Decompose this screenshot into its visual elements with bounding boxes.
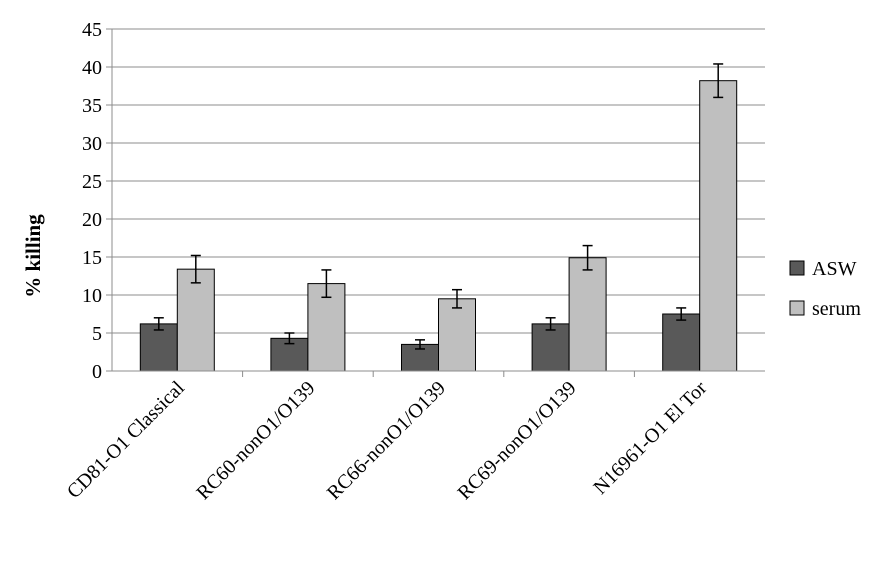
- bar-serum-1: [307, 283, 346, 372]
- x-category-label: RC66-nonO1/O139: [323, 377, 450, 504]
- y-tick-label: 5: [92, 323, 102, 345]
- bar-serum-2: [438, 298, 476, 372]
- x-axis-category-labels: CD81-O1 Classical RC60-nonO1/O139 RC66-non…: [63, 377, 712, 504]
- legend-label-asw: ASW: [812, 258, 857, 280]
- x-category-label: N16961-O1 El Tor: [589, 377, 711, 499]
- y-tick-label: 20: [82, 209, 102, 231]
- legend: ASW serum: [789, 258, 861, 320]
- y-tick-label: 15: [82, 247, 102, 269]
- legend-swatch-asw: [789, 260, 805, 276]
- y-tick-label: 40: [82, 57, 102, 79]
- x-category-label: RC69-nonO1/O139: [453, 377, 580, 504]
- y-tick-label: 35: [82, 95, 102, 117]
- error-bars: [153, 63, 724, 350]
- y-axis-ticks: 0 5 10 15 20 25 30 35 40 45: [82, 19, 112, 383]
- bar-asw-3: [531, 323, 570, 372]
- y-tick-label: 45: [82, 19, 102, 41]
- x-category-label: CD81-O1 Classical: [63, 377, 189, 503]
- bar-serum-3: [568, 257, 607, 372]
- y-tick-label: 30: [82, 133, 102, 155]
- axes: [111, 29, 765, 377]
- legend-label-serum: serum: [812, 298, 861, 320]
- x-category-label: RC60-nonO1/O139: [192, 377, 319, 504]
- y-axis-title: % killing: [21, 214, 45, 298]
- bar-asw-0: [139, 323, 178, 372]
- bar-serum-0: [176, 268, 215, 372]
- gridlines: [112, 28, 765, 334]
- bar-asw-4: [662, 313, 701, 372]
- y-tick-label: 10: [82, 285, 102, 307]
- bar-serum-4: [699, 80, 738, 372]
- y-tick-label: 25: [82, 171, 102, 193]
- bars: [139, 80, 738, 372]
- y-tick-label: 0: [92, 361, 102, 383]
- legend-swatch-serum: [789, 300, 805, 316]
